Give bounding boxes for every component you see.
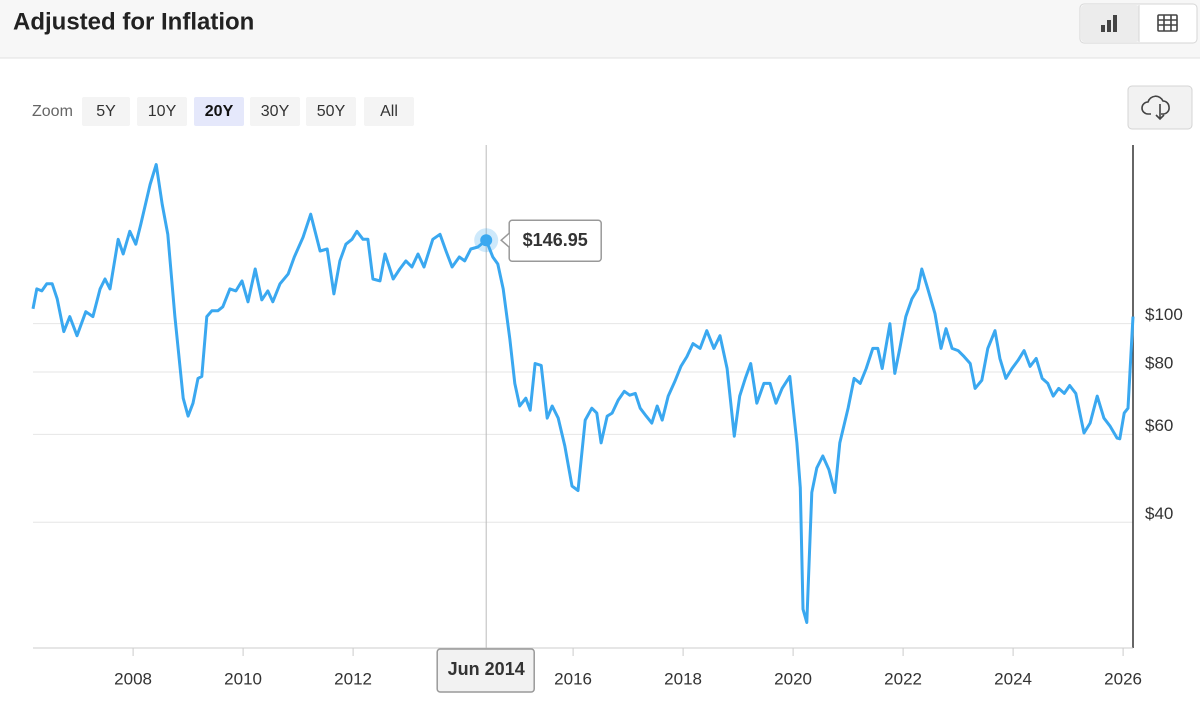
y-tick-label: $100 [1145,305,1183,324]
zoom-label: Zoom [32,103,73,120]
zoom-button[interactable]: 50Y [306,97,356,126]
zoom-button-label: 5Y [96,103,116,120]
zoom-button[interactable]: 20Y [194,97,244,126]
x-tick-label: 2016 [554,669,592,688]
view-toggle [1079,3,1198,44]
plot: $40$60$80$100200820102012201420162018202… [31,145,1183,693]
x-hover-label: Jun 2014 [448,659,525,679]
x-tick-label: 2010 [224,669,262,688]
zoom-button-bg [82,97,130,126]
zoom-button-bg [194,97,244,126]
zoom-button-label: 30Y [261,103,290,120]
zoom-button[interactable]: All [364,97,414,126]
zoom-button-bg [364,97,414,126]
zoom-button-label: 50Y [317,103,346,120]
header [0,0,1200,58]
zoom-button-bg [250,97,300,126]
x-tick-label: 2020 [774,669,812,688]
x-tick-label: 2018 [664,669,702,688]
zoom-button-label: All [380,103,398,120]
zoom-button[interactable]: 5Y [82,97,130,126]
y-tick-label: $80 [1145,354,1173,373]
title: Adjusted for Inflation [13,8,254,35]
price-line [31,163,1135,624]
zoom-button-bg [306,97,356,126]
tooltip-value: $146.95 [523,230,588,250]
x-tick-label: 2024 [994,669,1032,688]
table-view-button[interactable] [1157,14,1178,32]
zoom-button[interactable]: 30Y [250,97,300,126]
x-tick-label: 2012 [334,669,372,688]
zoom-button-label: 20Y [205,103,234,120]
zoom-button[interactable]: 10Y [137,97,187,126]
hover-point [480,234,493,247]
y-tick-label: $40 [1145,504,1173,523]
tooltip-pointer [500,232,510,248]
zoom-buttons: 5Y 10Y 20Y 30Y 50Y All [82,97,414,126]
zoom-button-label: 10Y [148,103,177,120]
x-tick-label: 2022 [884,669,922,688]
zoom-button-bg [137,97,187,126]
x-hover-box [436,648,535,693]
x-tick-label: 2008 [114,669,152,688]
y-tick-label: $60 [1145,416,1173,435]
x-tick-label: 2026 [1104,669,1142,688]
download-button[interactable] [1127,85,1193,130]
